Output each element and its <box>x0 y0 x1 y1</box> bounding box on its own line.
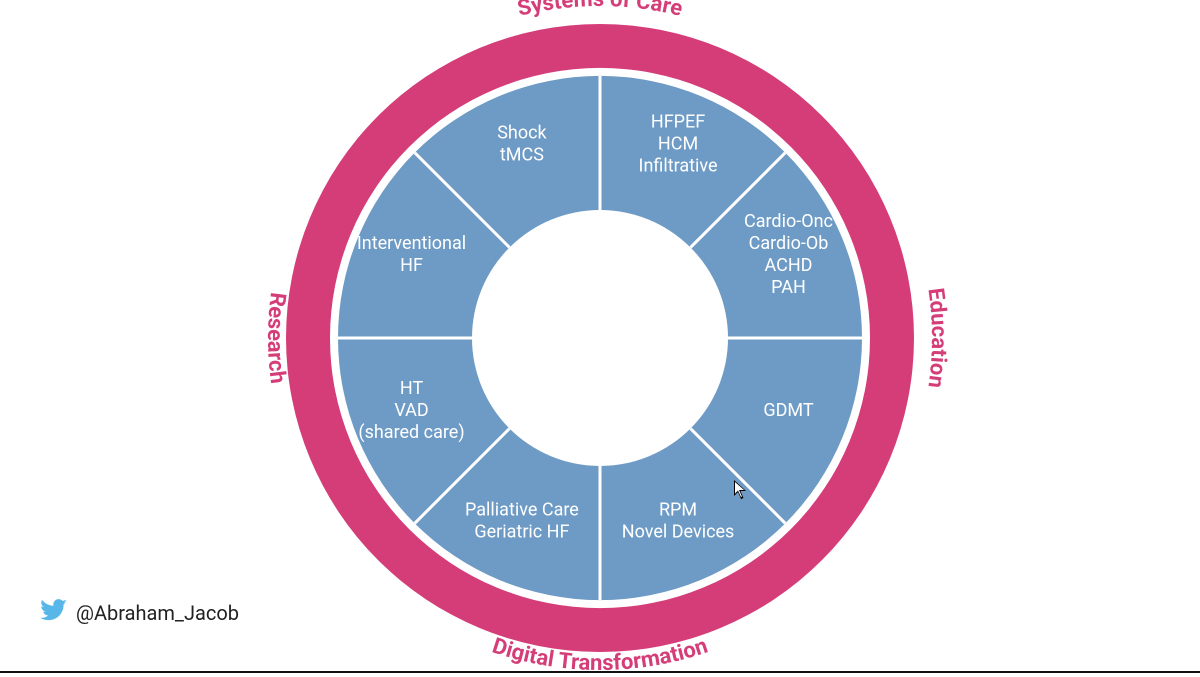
outer-label-education: Education <box>922 287 951 390</box>
twitter-handle-text: @Abraham_Jacob <box>76 601 239 625</box>
segment-label-gdmt: GDMT <box>763 400 814 421</box>
outer-label-research: Research <box>262 291 290 385</box>
diagram-stage: HFPEFHCMInfiltrativeCardio-OncCardio-ObA… <box>0 0 1200 677</box>
segment-label-palliative-geriatric: Palliative CareGeriatric HF <box>465 499 579 542</box>
twitter-handle: @Abraham_Jacob <box>40 596 239 629</box>
outer-label-systems-of-care: Systems of Care <box>515 0 685 22</box>
footer-divider <box>0 671 1200 673</box>
twitter-icon <box>40 596 68 629</box>
segment-label-shock-tmcs: ShocktMCS <box>497 123 547 166</box>
